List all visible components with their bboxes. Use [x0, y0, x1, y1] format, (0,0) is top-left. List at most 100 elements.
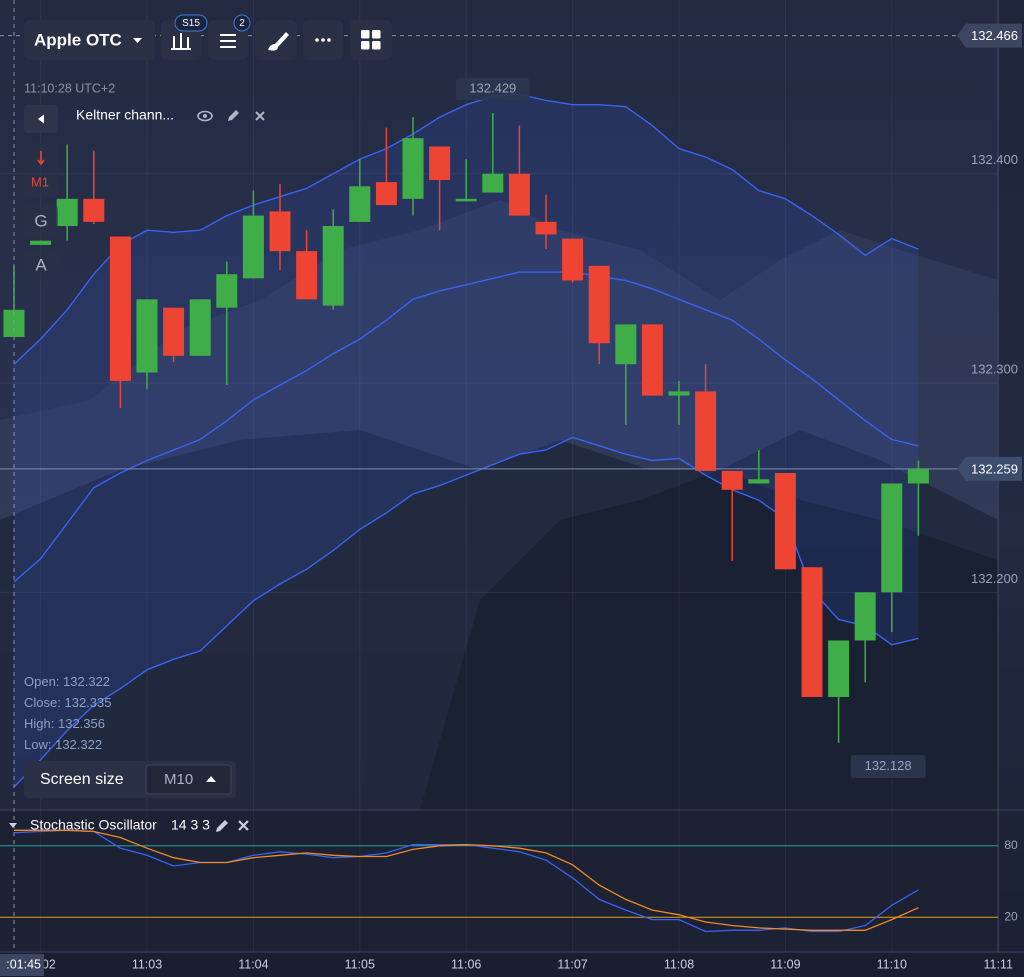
- info-label: Close:: [24, 695, 61, 710]
- oscillator-name: Stochastic Oscillator: [30, 817, 157, 833]
- keltner-lower: [13, 436, 919, 788]
- info-open: Open: 132.322: [24, 674, 110, 689]
- candle-body: [508, 173, 530, 216]
- channel-fill: [14, 94, 919, 787]
- high-label-box: [455, 78, 530, 101]
- info-value: 132.335: [64, 695, 111, 710]
- g-button[interactable]: [24, 206, 58, 238]
- x-tick-label: 11:11: [983, 957, 1012, 971]
- mountain-front: [420, 470, 998, 810]
- sliders-icon: [220, 34, 236, 48]
- caret-up: [206, 776, 216, 782]
- x-tick-label: 11:04: [238, 957, 268, 971]
- indicator-count-badge: [233, 14, 251, 32]
- remove-icon[interactable]: [255, 111, 265, 121]
- oscillator-params: 14 3 3: [171, 817, 210, 833]
- ohlc-info: Open: 132.322 Close: 132.335 High: 132.3…: [24, 674, 111, 752]
- timeframe-badge: [174, 14, 208, 32]
- candle-body: [402, 138, 424, 199]
- eye-icon[interactable]: [197, 110, 213, 122]
- ui-overlay: Apple OTC S15 2 11:10:28 UTC+2 Keltner c…: [9, 14, 392, 833]
- grid-icon: [361, 30, 381, 50]
- candle-body: [801, 567, 823, 697]
- x-tick-label: 11:07: [557, 957, 587, 971]
- info-value: 132.356: [58, 716, 105, 731]
- timeframe-button[interactable]: [24, 143, 58, 198]
- candle-body: [455, 198, 477, 202]
- x-tick-label: 11:06: [451, 957, 481, 971]
- labels: 132.400132.300132.20011:0211:0311:0411:0…: [0, 23, 1022, 976]
- candle-body: [136, 299, 158, 373]
- timeframe: M1: [31, 174, 49, 189]
- screen-size-select[interactable]: [145, 764, 232, 795]
- candle-body: [907, 468, 929, 484]
- keltner-middle: [13, 271, 919, 583]
- info-low: Low: 132.322: [24, 737, 102, 752]
- oscillator-tick-label: 80: [1004, 838, 1018, 852]
- candle-body: [881, 483, 903, 593]
- low-label: 132.128: [865, 758, 912, 773]
- candle-body: [83, 198, 105, 222]
- brush-icon: [268, 32, 289, 51]
- keltner-upper: [13, 93, 919, 365]
- candle-body: [721, 470, 743, 490]
- edit-icon[interactable]: [216, 820, 228, 832]
- crosshair-price-box: [957, 23, 1022, 48]
- info-label: Low:: [24, 737, 51, 752]
- timeframe-badge-text: S15: [182, 18, 200, 29]
- y-tick-label: 132.300: [971, 361, 1018, 376]
- asset-name: Apple OTC: [34, 30, 122, 49]
- crosshair-price: 132.466: [971, 28, 1018, 43]
- candle-body: [588, 265, 610, 344]
- dots-icon: [315, 38, 331, 42]
- candle-body: [615, 324, 637, 365]
- candle-body: [189, 299, 211, 356]
- low-label-box: [850, 755, 926, 779]
- candle-body: [216, 274, 238, 308]
- candle-body: [695, 391, 717, 471]
- plot: [0, 0, 999, 952]
- remove-icon[interactable]: [238, 820, 249, 831]
- indicator-count: 2: [239, 18, 245, 29]
- info-value: 132.322: [63, 674, 110, 689]
- candle-body: [429, 146, 451, 180]
- current-price-box: [957, 456, 1022, 481]
- candle-body: [854, 592, 876, 641]
- x-tick-label: 11:03: [132, 957, 162, 971]
- y-tick-label: 132.200: [971, 571, 1018, 586]
- drawing-button[interactable]: [255, 20, 297, 60]
- x-tick-label: 11:09: [770, 957, 800, 971]
- current-price: 132.259: [971, 461, 1018, 476]
- candle-body: [774, 473, 796, 570]
- stochastic-d: [14, 829, 919, 931]
- candle-body: [349, 186, 371, 222]
- y-tick-label: 132.400: [971, 152, 1018, 167]
- info-label: High:: [24, 716, 54, 731]
- collapse-arrow[interactable]: [9, 823, 17, 828]
- crosshair-time: :01:45: [6, 957, 41, 971]
- oscillator-tick-label: 20: [1004, 909, 1018, 923]
- layout-button[interactable]: [350, 20, 392, 60]
- candle-body: [109, 236, 131, 381]
- high-label: 132.429: [469, 80, 516, 95]
- candle-body: [56, 198, 78, 227]
- info-close: Close: 132.335: [24, 695, 111, 710]
- info-label: Open:: [24, 674, 59, 689]
- candle-body: [296, 251, 318, 300]
- asset-button[interactable]: [24, 20, 155, 60]
- candle-body: [562, 238, 584, 281]
- candle-body: [535, 221, 557, 235]
- x-tick-label: 11:08: [664, 957, 694, 971]
- price-axis-panel: [998, 0, 1024, 977]
- candle-body: [163, 307, 185, 356]
- candle-body: [322, 226, 344, 306]
- oscillator-panel: [0, 810, 998, 952]
- x-tick-label: 11:10: [877, 957, 907, 971]
- a-button[interactable]: [24, 250, 58, 282]
- x-tick-label: 11:05: [345, 957, 375, 971]
- candle-body: [668, 391, 690, 396]
- time-axis-panel: [0, 952, 1024, 977]
- edit-icon[interactable]: [228, 110, 239, 121]
- screen-size-value: M10: [164, 771, 193, 788]
